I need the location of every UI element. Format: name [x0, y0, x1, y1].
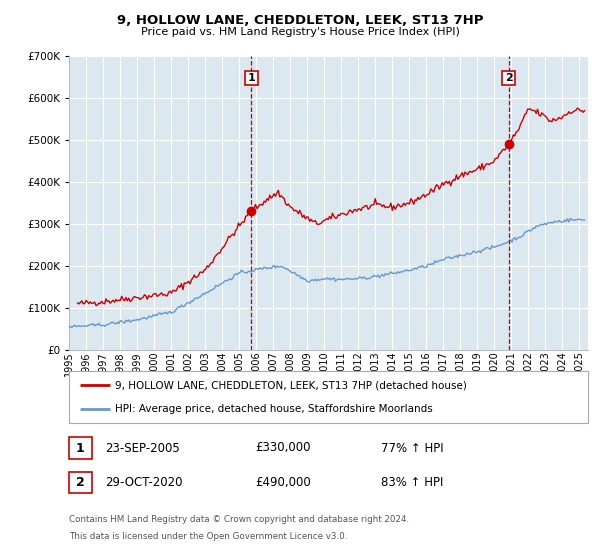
Text: 9, HOLLOW LANE, CHEDDLETON, LEEK, ST13 7HP (detached house): 9, HOLLOW LANE, CHEDDLETON, LEEK, ST13 7…	[115, 380, 466, 390]
Text: 2: 2	[505, 73, 512, 83]
Text: 83% ↑ HPI: 83% ↑ HPI	[381, 476, 443, 489]
Text: £330,000: £330,000	[255, 441, 311, 455]
Text: 2: 2	[76, 476, 85, 489]
Text: 23-SEP-2005: 23-SEP-2005	[105, 441, 180, 455]
Text: Price paid vs. HM Land Registry's House Price Index (HPI): Price paid vs. HM Land Registry's House …	[140, 27, 460, 37]
Text: 77% ↑ HPI: 77% ↑ HPI	[381, 441, 443, 455]
Text: 29-OCT-2020: 29-OCT-2020	[105, 476, 182, 489]
Text: £490,000: £490,000	[255, 476, 311, 489]
Text: HPI: Average price, detached house, Staffordshire Moorlands: HPI: Average price, detached house, Staf…	[115, 404, 433, 414]
Text: 9, HOLLOW LANE, CHEDDLETON, LEEK, ST13 7HP: 9, HOLLOW LANE, CHEDDLETON, LEEK, ST13 7…	[117, 14, 483, 27]
Text: 1: 1	[248, 73, 255, 83]
Text: 1: 1	[76, 441, 85, 455]
Text: Contains HM Land Registry data © Crown copyright and database right 2024.: Contains HM Land Registry data © Crown c…	[69, 515, 409, 524]
Text: This data is licensed under the Open Government Licence v3.0.: This data is licensed under the Open Gov…	[69, 532, 347, 541]
